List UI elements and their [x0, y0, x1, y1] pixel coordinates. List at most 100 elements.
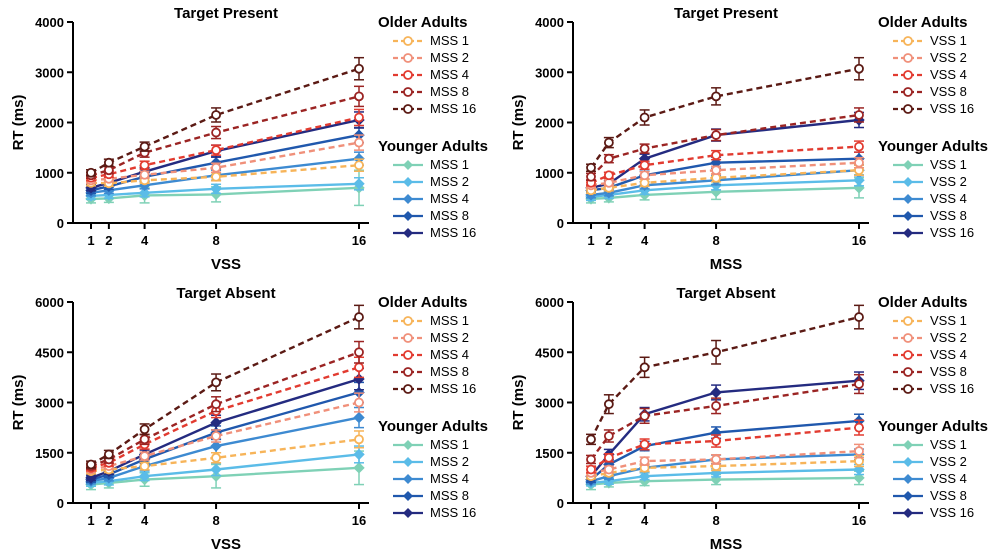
legend-swatch-marker: [903, 457, 913, 467]
legend-swatch-marker: [903, 508, 913, 518]
legend-swatch-marker: [403, 457, 413, 467]
legend-swatch-marker: [403, 491, 413, 501]
legend-item-label: MSS 16: [430, 225, 476, 240]
x-axis-label: VSS: [211, 536, 241, 553]
legend-group-title: Older Adults: [378, 294, 467, 311]
legend-swatch-marker: [403, 440, 413, 450]
series-older-4: [86, 340, 364, 472]
legend-item-label: MSS 2: [430, 50, 469, 65]
data-point: [854, 446, 864, 456]
legend-swatch-marker: [903, 228, 913, 238]
data-point: [354, 397, 364, 408]
data-point: [854, 110, 864, 120]
y-tick-label: 3000: [35, 396, 64, 411]
x-tick-label: 1: [587, 513, 594, 528]
legend-swatch-marker: [903, 211, 913, 221]
legend-swatch-marker: [403, 316, 413, 326]
data-point: [853, 174, 865, 186]
data-point: [639, 160, 650, 171]
series-older-4: [586, 107, 864, 182]
legend-group-title: Older Adults: [878, 14, 967, 31]
legend-item-label: VSS 8: [930, 208, 967, 223]
data-point: [639, 112, 650, 123]
legend-item-label: MSS 4: [430, 191, 469, 206]
series-older-3: [586, 140, 864, 188]
y-tick-label: 4500: [35, 345, 64, 360]
legend-swatch-marker: [903, 333, 913, 343]
data-point: [354, 63, 364, 74]
x-tick-label: 4: [641, 513, 649, 528]
data-point: [854, 422, 864, 433]
x-tick-label: 4: [641, 233, 649, 248]
series-line: [90, 377, 360, 480]
legend-item-label: MSS 2: [430, 454, 469, 469]
x-tick-label: 16: [852, 513, 866, 528]
chart-title: Target Absent: [176, 285, 275, 302]
series-line: [590, 379, 860, 477]
data-point: [854, 141, 864, 152]
legend-swatch-marker: [903, 367, 913, 377]
data-point: [353, 462, 365, 474]
legend-swatch-marker: [403, 333, 413, 343]
chart-panel-3: 0 1500 3000 4500 6000 1 2 4 8 16 Target Absent VSS R…: [10, 285, 488, 553]
series-line: [90, 95, 360, 177]
series-older-4: [586, 373, 864, 465]
legend-swatch-marker: [403, 350, 413, 360]
legend-item-label: MSS 1: [430, 437, 469, 452]
legend-swatch-marker: [403, 211, 413, 221]
series-line: [90, 416, 360, 483]
x-tick-label: 8: [712, 233, 719, 248]
chart-panel-1: 0 1000 2000 3000 4000 1 2 4 8 16 Target Present VSS…: [10, 5, 488, 273]
data-point: [86, 459, 96, 470]
data-point: [138, 187, 151, 199]
legend-swatch-marker: [903, 440, 913, 450]
series-older-5: [86, 56, 364, 178]
chart-panel-4: 0 1500 3000 4500 6000 1 2 4 8 16 Target Absent MSS R…: [510, 285, 988, 553]
series-older-5: [586, 304, 864, 446]
data-point: [354, 91, 364, 102]
data-point: [711, 347, 721, 358]
legend-item-label: VSS 1: [930, 313, 967, 328]
x-tick-label: 2: [105, 513, 112, 528]
y-axis-label: RT (ms): [510, 95, 527, 151]
data-point: [139, 461, 150, 472]
data-point: [354, 347, 364, 358]
x-axis-label: MSS: [710, 536, 743, 553]
legend-swatch-marker: [403, 36, 413, 46]
series-older-3: [86, 356, 364, 473]
data-point: [854, 379, 864, 389]
chart-title: Target Absent: [676, 285, 775, 302]
x-tick-label: 1: [87, 513, 94, 528]
legend-swatch-marker: [403, 177, 413, 187]
data-point: [86, 167, 96, 178]
data-point: [586, 464, 596, 475]
data-point: [711, 436, 721, 446]
series-line: [90, 366, 360, 469]
legend-swatch-marker: [403, 160, 413, 170]
legend-swatch-marker: [903, 491, 913, 501]
series-younger-1: [585, 470, 865, 491]
series-older-3: [586, 419, 864, 475]
data-point: [854, 312, 864, 322]
legend-swatch-marker: [903, 316, 913, 326]
legend-item-label: MSS 8: [430, 488, 469, 503]
legend-swatch-marker: [903, 36, 913, 46]
legend-item-label: MSS 16: [430, 101, 476, 116]
legend: Older Adults VSS 1 VSS 2 VSS 4 VSS 8 VSS 16 Yo…: [878, 294, 988, 520]
legend-item-label: VSS 16: [930, 381, 974, 396]
data-point: [139, 424, 150, 435]
legend-item-label: MSS 1: [430, 33, 469, 48]
legend-swatch-marker: [403, 194, 413, 204]
data-point: [139, 434, 150, 445]
data-point: [711, 130, 721, 140]
data-point: [354, 112, 364, 123]
data-point: [603, 452, 614, 463]
legend-swatch-marker: [903, 104, 913, 114]
chart-title: Target Present: [674, 5, 778, 22]
legend-item-label: VSS 16: [930, 505, 974, 520]
data-point: [711, 454, 721, 465]
data-point: [711, 165, 721, 176]
legend-swatch-marker: [903, 177, 913, 187]
legend-group-title: Older Adults: [378, 14, 467, 31]
data-point: [353, 178, 365, 190]
